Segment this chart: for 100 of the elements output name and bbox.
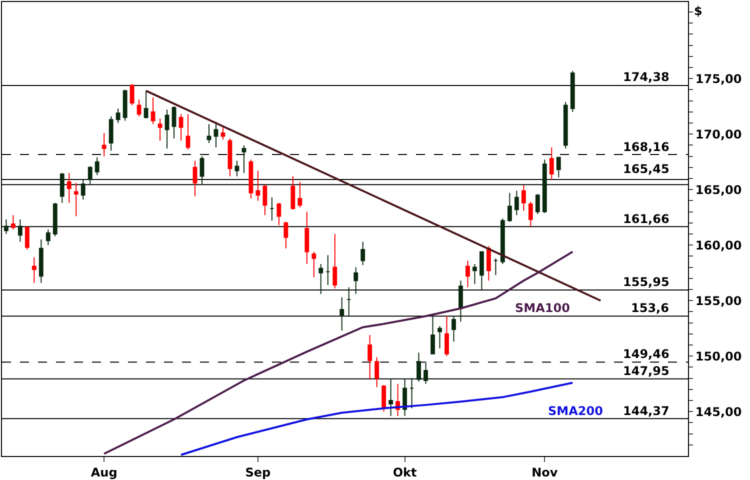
x-tick-label: Nov [532,465,558,480]
ref-line-label: 155,95 [623,275,670,289]
ref-line-label: 165,45 [623,162,670,176]
candlestick [472,263,477,284]
candlestick [549,146,554,180]
candlestick [66,172,72,204]
candlestick [416,352,421,382]
y-tick-label: 155,00 [695,294,742,308]
candlestick [410,378,414,409]
candlestick [4,219,8,234]
ref-line-label: 161,66 [623,212,670,226]
candlestick [94,156,100,176]
candlestick [10,214,16,230]
candlestick [332,234,338,289]
candlestick [486,246,491,282]
candlestick [144,90,148,120]
candlestick [382,384,386,412]
candlestick [256,170,260,202]
candlestick [458,280,463,322]
candlestick [136,99,142,117]
candlestick [298,181,302,208]
y-tick-label: 145,00 [695,404,742,419]
candlestick [388,378,394,417]
y-tick-label: 160,00 [695,238,742,252]
candlestick [18,219,22,242]
y-tick-label: 165,00 [695,182,742,197]
candlestick [563,101,568,150]
candlestick [444,316,449,357]
candlestick [178,114,184,142]
candlestick [46,229,50,246]
candlestick [60,172,64,204]
x-tick-label: Aug [90,465,118,480]
candlestick [312,251,316,278]
candlestick [186,114,190,150]
candlestick [108,116,114,152]
candlestick [172,106,176,140]
candlestick [493,258,498,276]
candlestick [102,132,106,157]
candlestick [262,184,268,216]
candlestick [164,109,170,150]
candlestick [424,361,428,384]
candlestick [521,184,526,212]
candlestick [52,202,58,237]
candlestick [276,202,282,226]
candlestick [220,126,226,140]
candlestick [234,160,240,177]
candlestick [535,194,540,215]
candlestick [304,211,310,264]
candlestick [38,239,44,284]
candlestick [354,266,358,294]
candlestick [228,138,232,177]
candlestick [122,89,128,122]
candlestick [158,118,162,142]
candlestick [500,218,505,264]
ref-line-label: 149,46 [623,347,670,361]
candlestick [80,179,86,200]
candlestick [570,70,575,112]
candlestick [248,159,254,199]
candlestick [360,241,366,266]
candlestick [242,144,246,174]
ref-line-label: 174,38 [623,70,670,84]
candlestick [192,160,198,197]
candlestick [116,108,120,124]
candlestick [480,251,484,292]
candlestick [542,159,547,214]
x-tick-label: Sep [245,465,272,480]
candlestick [528,201,533,227]
candlestick [318,263,324,294]
candlestick [507,192,512,222]
ref-line-label: 153,6 [631,301,669,315]
candlestick [374,356,380,388]
candlestick [270,196,274,222]
candlestick [284,221,288,249]
candlestick [346,286,352,317]
ref-line-label: 144,37 [623,404,670,418]
candlestick [452,316,456,342]
y-tick-label: 170,00 [695,127,742,142]
candlestick [430,316,435,354]
y-tick-label: 150,00 [695,349,742,364]
candlestick [200,156,204,185]
candlestick [32,256,36,284]
candlestick [214,121,218,148]
y-axis-title: $ [694,4,702,18]
candlestick [368,334,372,380]
series-label: SMA100 [515,301,570,315]
candlestick [438,326,442,349]
candlestick [514,190,519,216]
candlestick [326,254,330,286]
candlestick [130,84,134,106]
candlestick [466,260,470,288]
x-tick-label: Okt [392,465,418,480]
y-tick-label: 175,00 [695,72,742,86]
ref-line-label: 147,95 [623,364,670,378]
candlestick [150,96,156,125]
ref-line-label: 168,16 [623,140,670,154]
candlestick [402,378,407,417]
candlestick [340,296,344,332]
candlestick [74,182,78,217]
series-label: SMA200 [548,404,603,418]
candlestick [556,156,561,178]
